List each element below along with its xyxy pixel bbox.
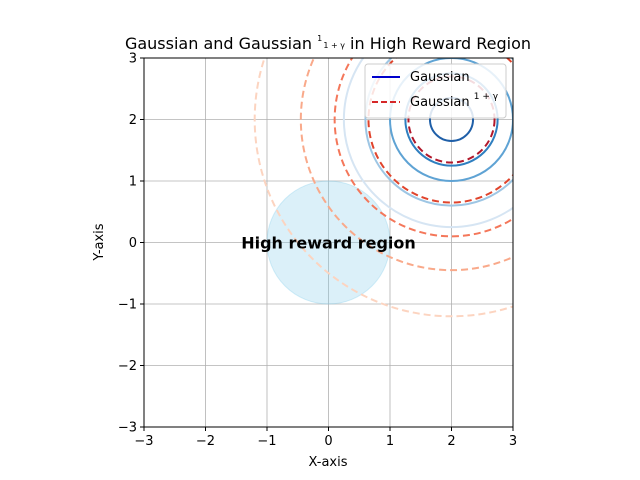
contour-gaussian-2	[389, 58, 513, 182]
legend-label-gaussian-power-base: Gaussian	[410, 95, 470, 110]
contour-gaussian-power-4	[253, 58, 513, 318]
title-exponent-numerator: 1	[317, 34, 322, 43]
y-tick-label-1: −2	[118, 359, 137, 374]
contour-gaussian-power-2	[333, 58, 513, 238]
title-main: Gaussian and Gaussian	[125, 34, 312, 53]
y-tick-label-0: −3	[118, 421, 137, 436]
contour-gaussian-3	[364, 58, 513, 207]
title-exponent-denominator: 1 + γ	[323, 41, 345, 50]
legend: Gaussian Gaussian 1 + γ	[364, 63, 507, 119]
legend-label-gaussian: Gaussian	[410, 70, 470, 85]
y-tick-label-6: 3	[129, 52, 137, 67]
y-axis-label: Y-axis	[92, 223, 107, 261]
contour-gaussian-4	[342, 58, 513, 229]
y-tick-label-2: −1	[118, 298, 137, 313]
x-tick-label-0: −3	[134, 434, 153, 449]
high-reward-region	[266, 180, 391, 305]
title-suffix: in High Reward Region	[350, 34, 531, 53]
y-tick-label-3: 0	[129, 236, 137, 251]
x-tick-label-5: 2	[447, 434, 455, 449]
x-tick-label-2: −1	[257, 434, 276, 449]
region-label: High reward region	[241, 234, 416, 253]
x-tick-label-3: 0	[324, 434, 332, 449]
chart-title: Gaussian and Gaussian 1 1 + γ in High Re…	[125, 26, 531, 53]
x-tick-label-6: 3	[509, 434, 517, 449]
legend-box	[364, 63, 507, 119]
plot-content: High reward region	[241, 58, 513, 318]
x-tick-label-4: 1	[386, 434, 394, 449]
ticks: −3 −2 −1 0 1 2 3 −3 −2 −1 0 1 2 3	[118, 52, 517, 450]
x-axis-label: X-axis	[309, 455, 348, 470]
legend-label-gaussian-power: Gaussian 1 + γ	[410, 92, 499, 110]
x-tick-label-1: −2	[196, 434, 215, 449]
y-tick-label-5: 2	[129, 113, 137, 128]
legend-label-gaussian-power-sup: 1 + γ	[474, 92, 499, 102]
contour-gaussian-power-3	[299, 58, 513, 272]
y-tick-label-4: 1	[129, 175, 137, 190]
